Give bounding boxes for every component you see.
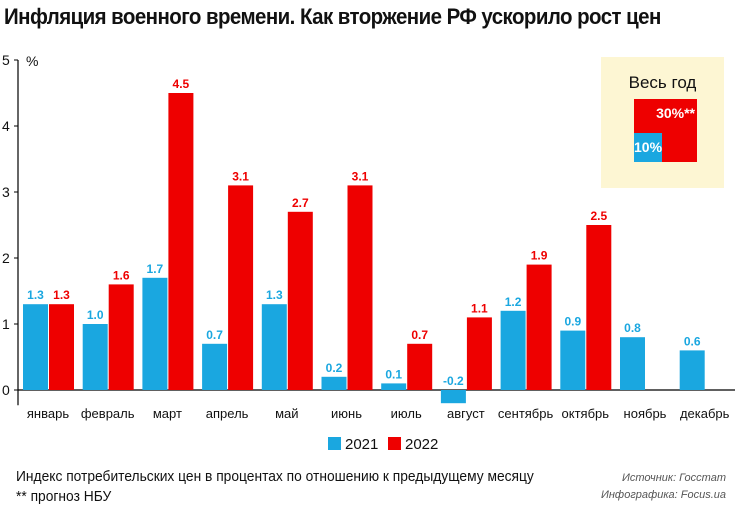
bar-2022 (287, 211, 313, 390)
x-tick-label: январь (27, 406, 69, 421)
bar-2021 (261, 304, 287, 390)
annual-inset: Весь год 30%** 10% (601, 57, 724, 188)
data-label-2021: 0.7 (206, 328, 223, 342)
data-label-2021: 1.2 (505, 295, 522, 309)
y-axis-unit: % (26, 53, 38, 69)
bar-chart: 0 1 2 3 4 5 % январь 1.3 1.3 февраль 1.0 1.6 март 1.7 4… (2, 52, 735, 453)
legend-label-2022: 2022 (405, 436, 438, 453)
y-tick-label: 0 (2, 382, 10, 398)
y-tick-label: 5 (2, 52, 10, 68)
x-tick-label: октябрь (562, 406, 610, 421)
x-tick-label: май (275, 406, 298, 421)
bar-2021 (381, 383, 407, 390)
inset-value-2022: 30%** (656, 105, 695, 121)
data-label-2022: 1.9 (531, 249, 548, 263)
bar-2021 (23, 304, 48, 390)
data-label-2021: -0.2 (443, 374, 464, 388)
bar-2022 (466, 317, 492, 390)
x-tick-label: июль (391, 406, 422, 421)
bar-2021 (620, 337, 645, 390)
legend-label-2021: 2021 (345, 436, 378, 453)
bar-2022 (586, 225, 612, 390)
bar-2022 (228, 185, 254, 390)
data-label-2021: 1.3 (266, 288, 283, 302)
x-tick-label: апрель (206, 406, 249, 421)
source: Источник: Госстат (621, 472, 726, 484)
x-tick-label: сентябрь (498, 406, 554, 421)
data-label-2022: 1.1 (471, 301, 488, 315)
data-label-2021: 1.7 (147, 262, 164, 276)
x-tick-label: февраль (81, 406, 135, 421)
bar-2021 (82, 324, 108, 390)
chart-title: Инфляция военного времени. Как вторжение… (4, 4, 661, 29)
x-tick-label: март (153, 406, 182, 421)
infographic-credit: Инфографика: Focus.ua (601, 489, 726, 501)
credits: Источник: Госстат Инфографика: Focus.ua (601, 470, 726, 504)
bar-2022 (407, 343, 433, 390)
bar-2021 (500, 310, 526, 390)
x-tick-label: август (447, 406, 485, 421)
data-label-2021: 1.0 (87, 308, 104, 322)
bar-2021 (679, 350, 705, 390)
inset-bar-2022: 30%** (634, 99, 697, 162)
data-label-2021: 0.2 (326, 361, 343, 375)
data-label-2022: 1.6 (113, 268, 130, 282)
footer-note: Индекс потребительских цен в процентах п… (16, 468, 534, 485)
footer-notes: Индекс потребительских цен в процентах п… (16, 467, 534, 507)
data-label-2021: 0.8 (624, 321, 641, 335)
inset-title: Весь год (628, 73, 697, 92)
data-label-2022: 3.1 (352, 169, 369, 183)
data-label-2022: 2.5 (590, 209, 607, 223)
y-tick-label: 2 (2, 250, 10, 266)
bar-2021 (560, 330, 586, 390)
bar-2021 (202, 343, 228, 390)
x-tick-label: декабрь (680, 406, 730, 421)
data-label-2022: 1.3 (53, 288, 70, 302)
inset-value-2021: 10% (634, 139, 663, 155)
data-label-2021: 0.6 (684, 334, 701, 348)
y-tick-label: 1 (2, 316, 10, 332)
bar-2022 (49, 304, 74, 390)
bar-2021 (440, 390, 466, 404)
bar-2022 (168, 93, 194, 390)
footer-footnote: ** прогноз НБУ (16, 488, 112, 505)
x-tick-label: июнь (331, 406, 362, 421)
data-label-2022: 3.1 (232, 169, 249, 183)
y-tick-label: 3 (2, 184, 10, 200)
data-label-2021: 0.1 (385, 367, 402, 381)
bar-2021 (321, 376, 347, 390)
data-label-2022: 0.7 (411, 328, 428, 342)
data-label-2021: 0.9 (564, 315, 581, 329)
bar-2022 (526, 264, 552, 390)
bar-2021 (142, 277, 168, 390)
inset-bar-2021: 10% (634, 133, 662, 162)
data-label-2022: 2.7 (292, 196, 309, 210)
x-tick-label: ноябрь (624, 406, 667, 421)
y-tick-label: 4 (2, 118, 10, 134)
data-label-2022: 4.5 (173, 77, 190, 91)
bar-2022 (347, 185, 373, 390)
legend-swatch-2021 (328, 437, 341, 450)
data-label-2021: 1.3 (27, 288, 44, 302)
bar-2022 (108, 284, 134, 390)
legend-swatch-2022 (388, 437, 401, 450)
